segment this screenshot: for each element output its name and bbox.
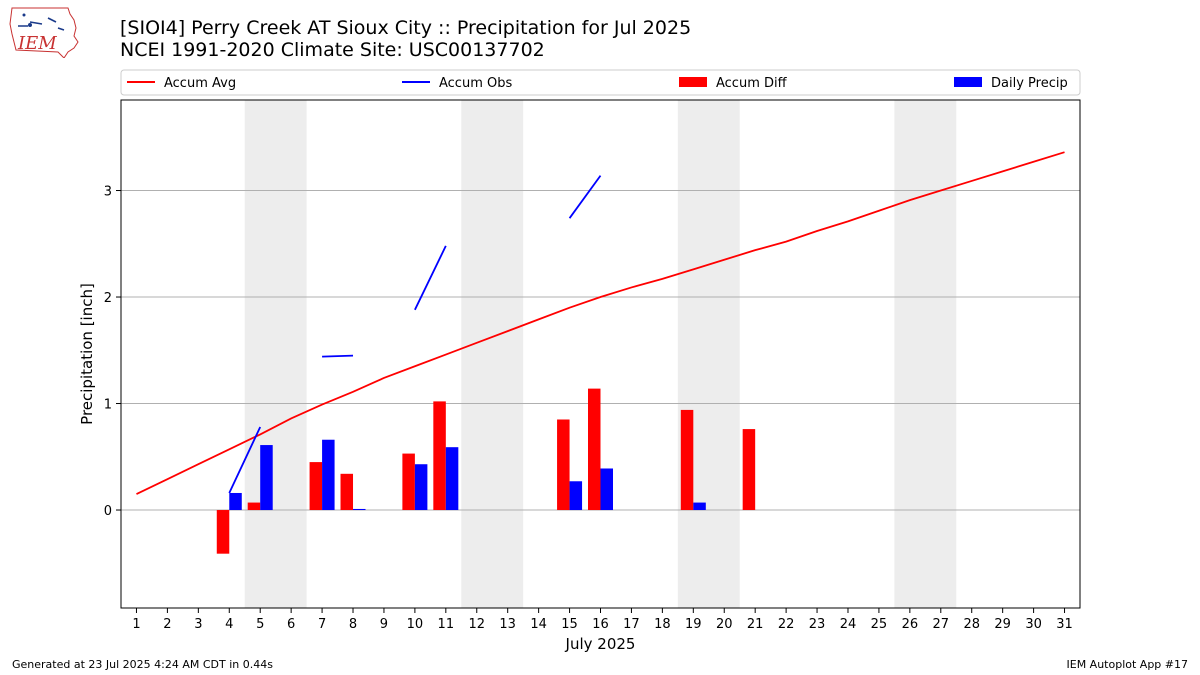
bar-daily-precip <box>322 439 335 511</box>
svg-text:IEM: IEM <box>17 33 57 54</box>
y-axis-label: Precipitation [inch] <box>78 283 96 425</box>
bar-accum-diff <box>340 473 354 511</box>
x-tick-label: 27 <box>933 617 950 632</box>
x-tick-label: 15 <box>561 617 578 632</box>
bar-daily-precip <box>569 481 583 511</box>
x-tick-label: 16 <box>592 617 609 632</box>
weekend-band <box>461 100 524 608</box>
x-tick-label: 24 <box>840 617 857 632</box>
x-tick-label: 20 <box>716 617 733 632</box>
legend-label: Accum Diff <box>716 76 788 91</box>
bar-accum-diff <box>433 401 446 511</box>
generated-timestamp: Generated at 23 Jul 2025 4:24 AM CDT in … <box>12 658 273 671</box>
y-tick-label: 2 <box>104 291 112 306</box>
bar-daily-precip <box>414 464 428 511</box>
iem-logo: IEM <box>9 7 79 58</box>
weekend-band <box>894 100 957 608</box>
x-tick-label: 9 <box>380 617 388 632</box>
x-tick-label: 31 <box>1056 617 1073 632</box>
x-tick-label: 8 <box>349 617 357 632</box>
legend-label: Accum Avg <box>164 76 236 91</box>
chart-title: [SIOI4] Perry Creek AT Sioux City :: Pre… <box>120 17 692 39</box>
bar-daily-precip <box>445 447 459 511</box>
weekend-band <box>244 100 307 608</box>
bar-daily-precip <box>693 502 706 511</box>
bar-accum-diff <box>588 388 601 511</box>
bar-accum-diff <box>216 510 230 554</box>
bar-daily-precip <box>260 445 273 511</box>
bar-accum-diff <box>557 419 570 511</box>
x-tick-label: 4 <box>225 617 233 632</box>
x-tick-label: 3 <box>194 617 202 632</box>
bar-accum-diff <box>247 502 261 511</box>
y-tick-label: 3 <box>104 185 112 200</box>
x-tick-label: 5 <box>256 617 264 632</box>
bar-daily-precip <box>229 492 242 511</box>
x-tick-label: 28 <box>963 617 980 632</box>
x-tick-label: 29 <box>994 617 1011 632</box>
bar-accum-diff <box>309 462 323 511</box>
x-tick-label: 1 <box>132 617 140 632</box>
app-label: IEM Autoplot App #17 <box>1066 658 1189 671</box>
x-tick-label: 18 <box>654 617 671 632</box>
x-axis-label: July 2025 <box>565 635 636 653</box>
x-tick-label: 22 <box>778 617 795 632</box>
x-tick-label: 11 <box>438 617 455 632</box>
y-tick-label: 1 <box>104 398 112 413</box>
bar-daily-precip <box>353 508 366 511</box>
weekend-band <box>677 100 740 608</box>
x-tick-label: 13 <box>499 617 516 632</box>
x-tick-label: 2 <box>163 617 171 632</box>
x-tick-label: 21 <box>747 617 764 632</box>
x-tick-label: 10 <box>407 617 424 632</box>
line-accum-obs <box>322 354 354 358</box>
line-accum-obs <box>568 175 602 219</box>
legend-label: Accum Obs <box>439 76 512 91</box>
line-accum-avg <box>136 151 1065 495</box>
x-tick-label: 26 <box>902 617 919 632</box>
bar-accum-diff <box>680 409 694 511</box>
y-tick-label: 0 <box>104 504 112 519</box>
legend-swatch <box>679 77 707 87</box>
line-accum-obs <box>228 426 262 494</box>
x-tick-label: 7 <box>318 617 326 632</box>
x-tick-label: 23 <box>809 617 826 632</box>
x-tick-label: 25 <box>871 617 888 632</box>
x-tick-label: 30 <box>1025 617 1042 632</box>
line-accum-obs <box>414 245 447 311</box>
bar-accum-diff <box>742 429 756 511</box>
legend-box <box>120 69 1081 96</box>
bar-daily-precip <box>600 468 613 511</box>
legend-swatch <box>954 77 982 87</box>
x-tick-label: 6 <box>287 617 295 632</box>
x-tick-label: 12 <box>468 617 485 632</box>
x-tick-label: 14 <box>530 617 547 632</box>
chart-subtitle: NCEI 1991-2020 Climate Site: USC00137702 <box>120 39 545 61</box>
x-tick-label: 19 <box>685 617 702 632</box>
legend-label: Daily Precip <box>991 76 1068 91</box>
x-tick-label: 17 <box>623 617 640 632</box>
bar-accum-diff <box>402 453 415 511</box>
